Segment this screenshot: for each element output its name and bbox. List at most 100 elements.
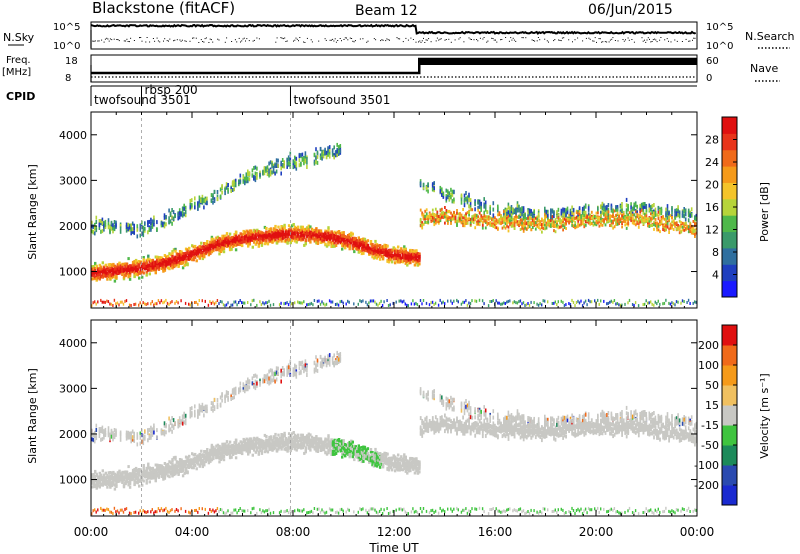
data-cell — [365, 240, 368, 244]
data-cell — [510, 224, 513, 228]
data-cell — [342, 237, 345, 241]
nsearch-point — [318, 40, 320, 42]
data-cell — [91, 269, 94, 273]
data-cell — [148, 264, 151, 268]
data-cell — [398, 299, 400, 303]
data-cell — [189, 254, 192, 258]
data-cell — [134, 269, 138, 273]
data-cell — [510, 207, 513, 211]
nsearch-point — [574, 39, 576, 41]
data-cell — [497, 213, 499, 217]
nsearch-point — [694, 37, 696, 39]
data-cell — [507, 210, 510, 215]
data-cell — [521, 219, 524, 223]
data-cell — [254, 165, 257, 170]
nsearch-point — [310, 39, 312, 41]
y-tick-label: 3000 — [59, 174, 87, 187]
data-cell — [395, 253, 398, 257]
data-cell — [481, 221, 484, 225]
nsearch-point — [469, 38, 471, 40]
data-cell — [91, 277, 94, 281]
data-cell — [383, 252, 386, 256]
data-cell — [341, 244, 344, 247]
nsearch-point — [611, 38, 613, 40]
data-cell — [539, 220, 542, 224]
data-cell — [504, 213, 507, 217]
data-cell — [227, 187, 229, 192]
data-cell — [184, 301, 187, 305]
data-cell — [100, 270, 103, 274]
data-cell — [272, 163, 275, 168]
data-cell — [603, 212, 605, 217]
data-cell — [609, 224, 611, 227]
nsearch-point — [387, 39, 389, 41]
nsearch-point — [585, 37, 587, 39]
data-cell — [169, 257, 173, 261]
data-cell — [239, 236, 242, 240]
data-cell — [203, 205, 205, 210]
data-cell — [325, 234, 329, 238]
data-cell — [213, 189, 216, 194]
data-cell — [260, 235, 264, 238]
data-cell — [284, 230, 288, 234]
data-cell — [224, 304, 226, 308]
data-cell — [183, 257, 186, 261]
data-cell — [621, 221, 623, 224]
data-cell — [465, 212, 467, 216]
data-cell — [171, 250, 174, 254]
data-cell — [562, 224, 564, 228]
data-cell — [219, 246, 223, 250]
data-cell — [445, 188, 448, 193]
data-cell — [503, 210, 505, 213]
nsearch-point — [612, 37, 614, 39]
nsearch-label: N.Search — [745, 30, 795, 43]
data-cell — [245, 229, 248, 233]
data-cell — [648, 301, 650, 305]
data-cell — [524, 304, 526, 307]
data-cell — [651, 224, 654, 227]
data-cell — [294, 235, 297, 239]
nsearch-point — [93, 40, 95, 42]
data-cell — [354, 244, 357, 248]
nsearch-point — [641, 37, 643, 39]
data-cell — [127, 269, 130, 272]
data-cell — [95, 228, 98, 233]
data-cell — [304, 151, 307, 156]
data-cell — [492, 201, 495, 206]
data-cell — [565, 221, 567, 225]
data-cell — [687, 208, 690, 213]
data-cell — [218, 252, 221, 256]
data-cell — [421, 226, 424, 230]
data-cell — [687, 218, 690, 223]
data-cell — [575, 301, 578, 304]
data-cell — [457, 218, 460, 222]
data-cell — [460, 193, 463, 198]
data-cell — [337, 239, 341, 243]
data-cell — [221, 190, 223, 195]
data-cell — [397, 253, 400, 257]
data-cell — [198, 299, 200, 302]
data-cell — [98, 219, 101, 223]
data-cell — [383, 245, 386, 249]
data-cell — [206, 199, 208, 204]
data-cell — [218, 240, 221, 244]
data-cell — [500, 215, 502, 218]
data-cell — [139, 226, 142, 231]
data-cell — [445, 210, 448, 214]
data-cell — [242, 232, 245, 236]
data-cell — [631, 206, 634, 211]
data-cell — [475, 299, 478, 303]
data-cell — [353, 250, 356, 254]
data-cell — [144, 266, 147, 270]
data-cell — [188, 257, 191, 261]
data-cell — [669, 226, 672, 230]
data-cell — [636, 215, 639, 219]
data-cell — [589, 217, 592, 221]
data-cell — [584, 223, 587, 227]
data-cell — [215, 236, 218, 240]
data-cell — [636, 204, 638, 209]
data-cell — [447, 189, 449, 194]
data-cell — [637, 225, 640, 229]
data-cell — [501, 221, 504, 225]
data-cell — [474, 199, 476, 204]
